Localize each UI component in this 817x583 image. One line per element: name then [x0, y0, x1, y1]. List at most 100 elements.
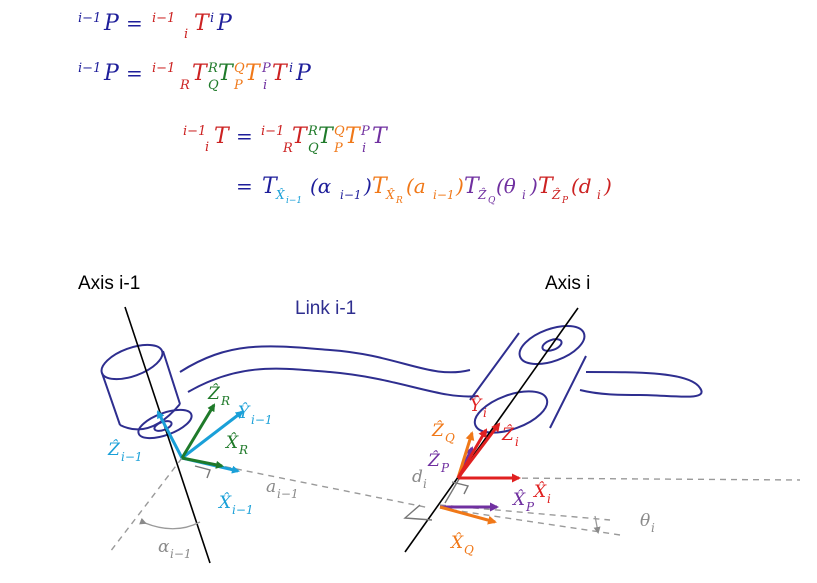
eq3-t1-sub: R [282, 141, 293, 156]
label-x-i-sub: i [547, 492, 551, 506]
reference-lines [109, 457, 801, 553]
label-d-i-sub: i [423, 477, 427, 491]
alpha-arc [139, 517, 201, 530]
eq4-f2-T: T [372, 174, 389, 199]
eq1-t-base: T [194, 11, 211, 36]
eq3-equals: = [236, 124, 253, 148]
right-cylinder-bottom [473, 390, 549, 434]
eq2-t1-base: T [192, 61, 209, 86]
eq2-t5-base: T [272, 61, 289, 86]
label-z-prev-sub: i−1 [121, 450, 143, 464]
eq3-t1-sup: i−1 [261, 124, 284, 139]
label-y-prev-sub: i−1 [251, 413, 273, 427]
eq4-f4-subsub: P [561, 196, 569, 206]
axis-i-minus-1-line [124, 306, 211, 564]
z-i-arrow [456, 422, 501, 479]
right-cylinder-sides [469, 332, 587, 429]
z-q-arrow [456, 431, 475, 479]
eq2-t3-sup: Q [234, 61, 245, 76]
eq1-t-sub: i [184, 27, 188, 42]
eq1-equals: = [126, 11, 143, 35]
eq4-f3-subsub: Q [488, 196, 496, 206]
left-cylinder-sides [101, 350, 181, 426]
axis-left-label: Axis i-1 [78, 273, 140, 294]
x-i-extension-line [499, 477, 801, 481]
eq1-lhs-base: P [103, 11, 120, 36]
right-right-angle-bottom [403, 504, 433, 521]
eq4-f4-T: T [538, 174, 555, 199]
label-z-p-sub: P [440, 461, 450, 475]
eq2-equals: = [126, 61, 143, 85]
eq4-f3-T: T [464, 174, 481, 199]
eq4-f4-sub: Ẑ [551, 187, 561, 202]
right-frame-labels: Ŷ i Ẑ i Ẑ Q Ẑ P d i X̂ i X̂ P X̂ Q θ i [412, 395, 655, 557]
eq4-f4-arg-sub: i [597, 188, 601, 202]
label-theta-i-sub: i [651, 521, 655, 535]
label-y-i-sub: i [483, 406, 487, 420]
eq3-t1-base: T [292, 124, 309, 149]
label-y-i: Ŷ [470, 395, 483, 416]
y-prev-arrow [181, 410, 244, 460]
eq2-t1-sup: i−1 [152, 61, 175, 76]
right-cylinder-top [518, 324, 586, 366]
eq4-f1-arg: (α [310, 174, 332, 198]
eq2-lhs-base: P [103, 61, 120, 86]
left-frame-labels: Ẑ R Ŷ i−1 X̂ R Ẑ i−1 X̂ i−1 a i−1 α i−1 [107, 383, 299, 561]
eq3-t4-base: T [372, 124, 389, 149]
left-frame-arrows [156, 403, 244, 474]
eq2-t1-sub: R [179, 78, 190, 93]
label-x-i: X̂ [532, 482, 547, 502]
label-z-i: Ẑ [501, 424, 515, 445]
label-alpha-prev: α [158, 537, 170, 557]
right-link-tail [579, 371, 703, 398]
label-z-q: Ẑ [431, 420, 445, 441]
eq3-t3-sub: P [333, 141, 343, 156]
eq4-f2-subsub: R [395, 196, 403, 206]
eq4-equals: = [236, 174, 253, 198]
eq1-t-sup: i−1 [152, 11, 175, 26]
label-x-p-sub: P [525, 500, 535, 514]
link-body [100, 324, 703, 440]
equation-4: = T X̂ i−1 (α i−1 ) T X̂ R (a i−1 ) T Ẑ … [236, 174, 612, 206]
eq4-f2-arg-sub: i−1 [433, 188, 455, 202]
eq2-t2-sup: R [207, 61, 218, 76]
eq2-t2-base: T [218, 61, 235, 86]
label-x-prev-sub: i−1 [232, 503, 254, 517]
eq1-p-base: P [216, 11, 233, 36]
label-x-p: X̂ [511, 490, 526, 510]
x-q-arrow [439, 505, 497, 525]
eq4-f2-arg: (a [406, 174, 426, 198]
label-z-r: Ẑ [207, 383, 221, 404]
eq3-t4-sup: P [360, 124, 370, 139]
eq4-f2-close: ) [455, 174, 464, 198]
eq2-t4-sub: i [263, 78, 267, 93]
right-cylinder-hole [541, 338, 563, 352]
eq2-t4-sup: P [261, 61, 271, 76]
eq4-f1-subsub: i−1 [286, 196, 302, 206]
link-lower-edge [187, 367, 479, 398]
eq2-t3-base: T [245, 61, 262, 86]
eq2-lhs-sup: i−1 [78, 61, 101, 76]
eq4-f3-close: ) [529, 174, 538, 198]
z-prev-arrow [156, 410, 184, 459]
theta-arc [593, 515, 601, 534]
eq3-lhs-sub: i [205, 140, 209, 155]
eq3-t3-sup: Q [334, 124, 345, 139]
eq2-t3-sub: P [233, 78, 243, 93]
eq4-f1-T: T [262, 174, 279, 199]
label-z-r-sub: R [220, 394, 230, 408]
link-label: Link i-1 [295, 298, 356, 319]
label-alpha-prev-sub: i−1 [170, 547, 192, 561]
left-cylinder-top [100, 343, 164, 381]
eq4-f3-arg-sub: i [522, 188, 526, 202]
label-z-p: Ẑ [427, 450, 441, 471]
common-normal-left [181, 457, 431, 509]
eq2-p-base: P [295, 61, 312, 86]
equation-3: i−1 i T = i−1 R T R Q T Q P T P i T [183, 124, 389, 156]
eq2-t2-sub: Q [208, 78, 219, 93]
label-d-i: d [412, 467, 423, 487]
label-x-prev: X̂ [217, 493, 232, 513]
eq3-t4-sub: i [362, 141, 366, 156]
label-z-i-sub: i [515, 435, 519, 449]
